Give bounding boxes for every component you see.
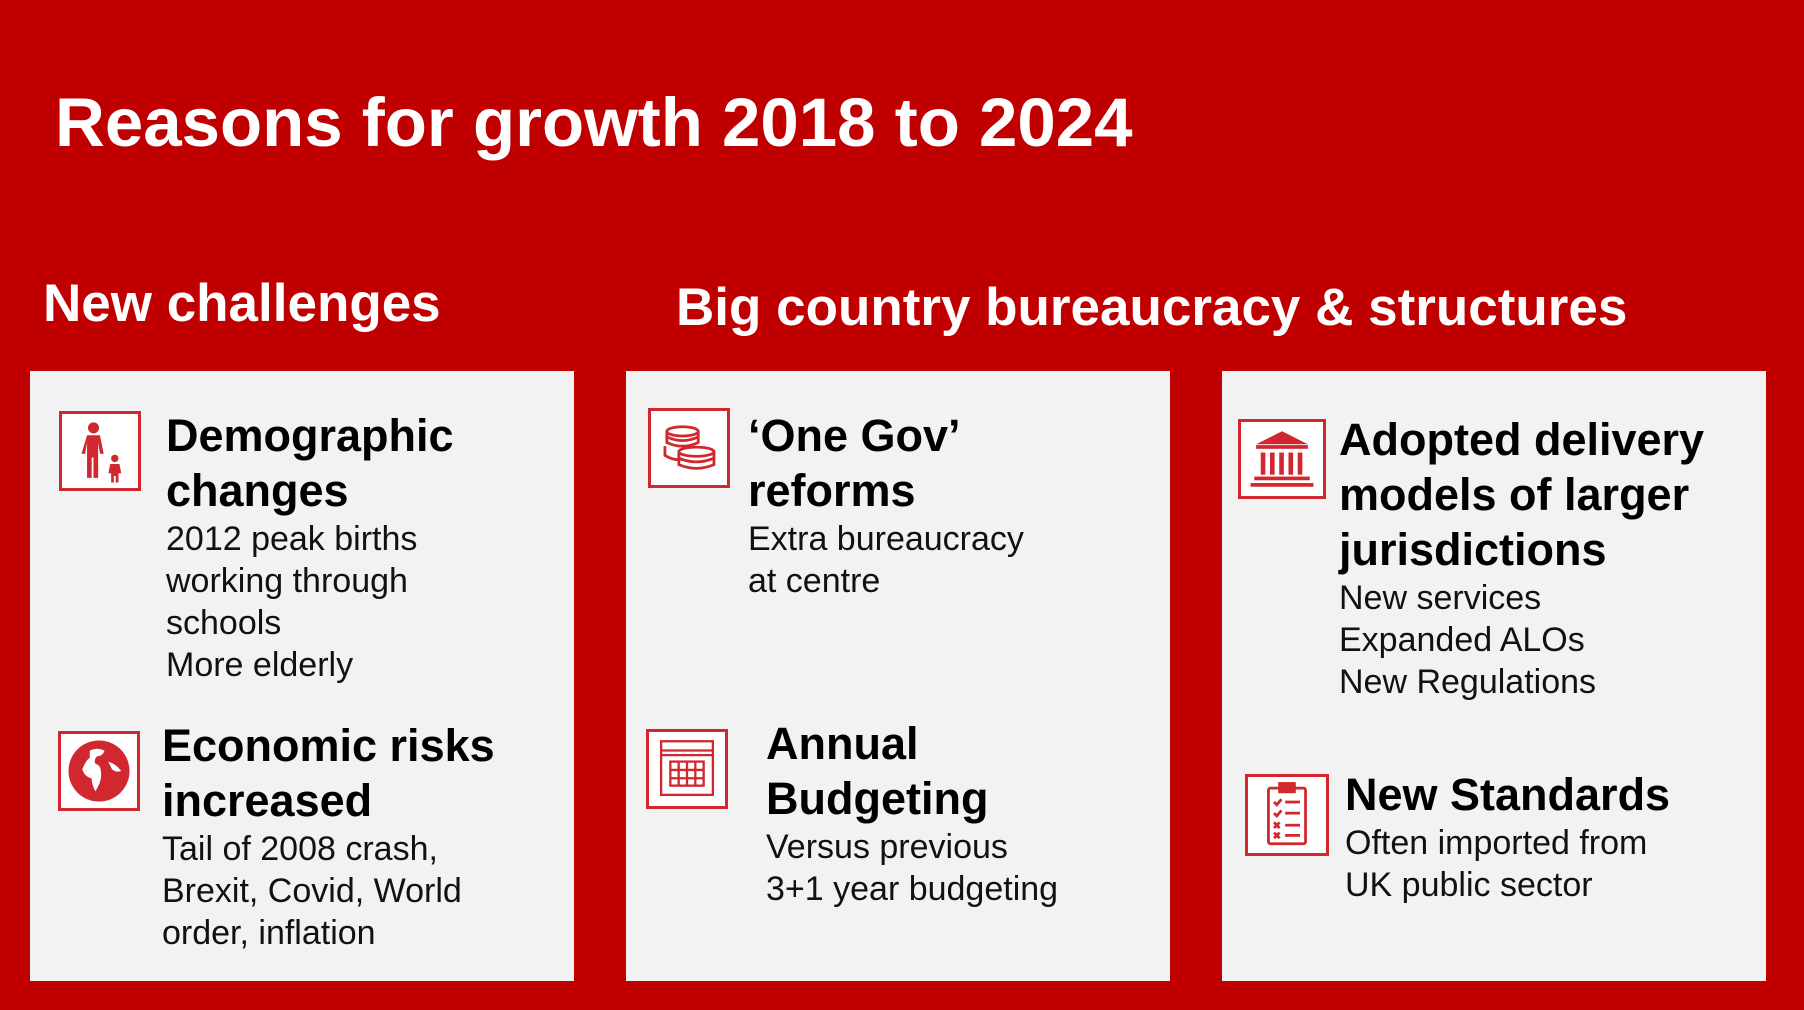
item-desc-line: Tail of 2008 crash, [162, 830, 438, 868]
item-title-line: Annual [766, 718, 919, 769]
item-desc-line: Versus previous [766, 828, 1008, 866]
section-heading-bureaucracy: Big country bureaucracy & structures [676, 278, 1628, 337]
item-desc-line: at centre [748, 562, 881, 600]
item-desc-line: order, inflation [162, 914, 376, 952]
item-title-line: changes [166, 465, 349, 516]
slide-title: Reasons for growth 2018 to 2024 [55, 84, 1133, 161]
item-title-line: increased [162, 775, 373, 826]
item-desc-line: Brexit, Covid, World [162, 872, 462, 910]
item-desc-line: New Regulations [1339, 663, 1597, 701]
panel-larger-jurisdictions: Adopted delivery models of larger jurisd… [1222, 371, 1766, 981]
item-desc-line: working through [166, 562, 408, 600]
government-building-icon [1238, 419, 1326, 499]
item-desc-line: schools [166, 604, 282, 642]
item-desc-line: New services [1339, 579, 1542, 617]
item-desc-line: 2012 peak births [166, 520, 418, 558]
family-icon [59, 411, 141, 491]
item-title-line: Demographic [166, 410, 454, 461]
item-desc-line: 3+1 year budgeting [766, 870, 1059, 908]
section-heading-new-challenges: New challenges [43, 274, 441, 333]
item-title-line: Economic risks [162, 720, 495, 771]
item-desc-line: Often imported from [1345, 824, 1648, 862]
item-desc-line: Expanded ALOs [1339, 621, 1585, 659]
item-desc-line: UK public sector [1345, 866, 1593, 904]
item-title-line: Adopted delivery [1339, 414, 1705, 465]
clipboard-checklist-icon [1245, 774, 1329, 856]
item-title-line: reforms [748, 465, 916, 516]
panel-bureaucracy-centre: ‘One Gov’ reforms Extra bureaucracy at c… [626, 371, 1170, 981]
item-title-line: Budgeting [766, 773, 989, 824]
globe-icon [58, 731, 140, 811]
item-title-line: ‘One Gov’ [748, 410, 961, 461]
panel-new-challenges: Demographic changes 2012 peak births wor… [30, 371, 574, 981]
item-desc-line: Extra bureaucracy [748, 520, 1024, 558]
item-title-line: New Standards [1345, 769, 1671, 820]
item-title-line: models of larger [1339, 469, 1690, 520]
item-title-line: jurisdictions [1339, 524, 1607, 575]
item-desc-line: More elderly [166, 646, 354, 684]
calendar-icon [646, 729, 728, 809]
coins-icon [648, 408, 730, 488]
